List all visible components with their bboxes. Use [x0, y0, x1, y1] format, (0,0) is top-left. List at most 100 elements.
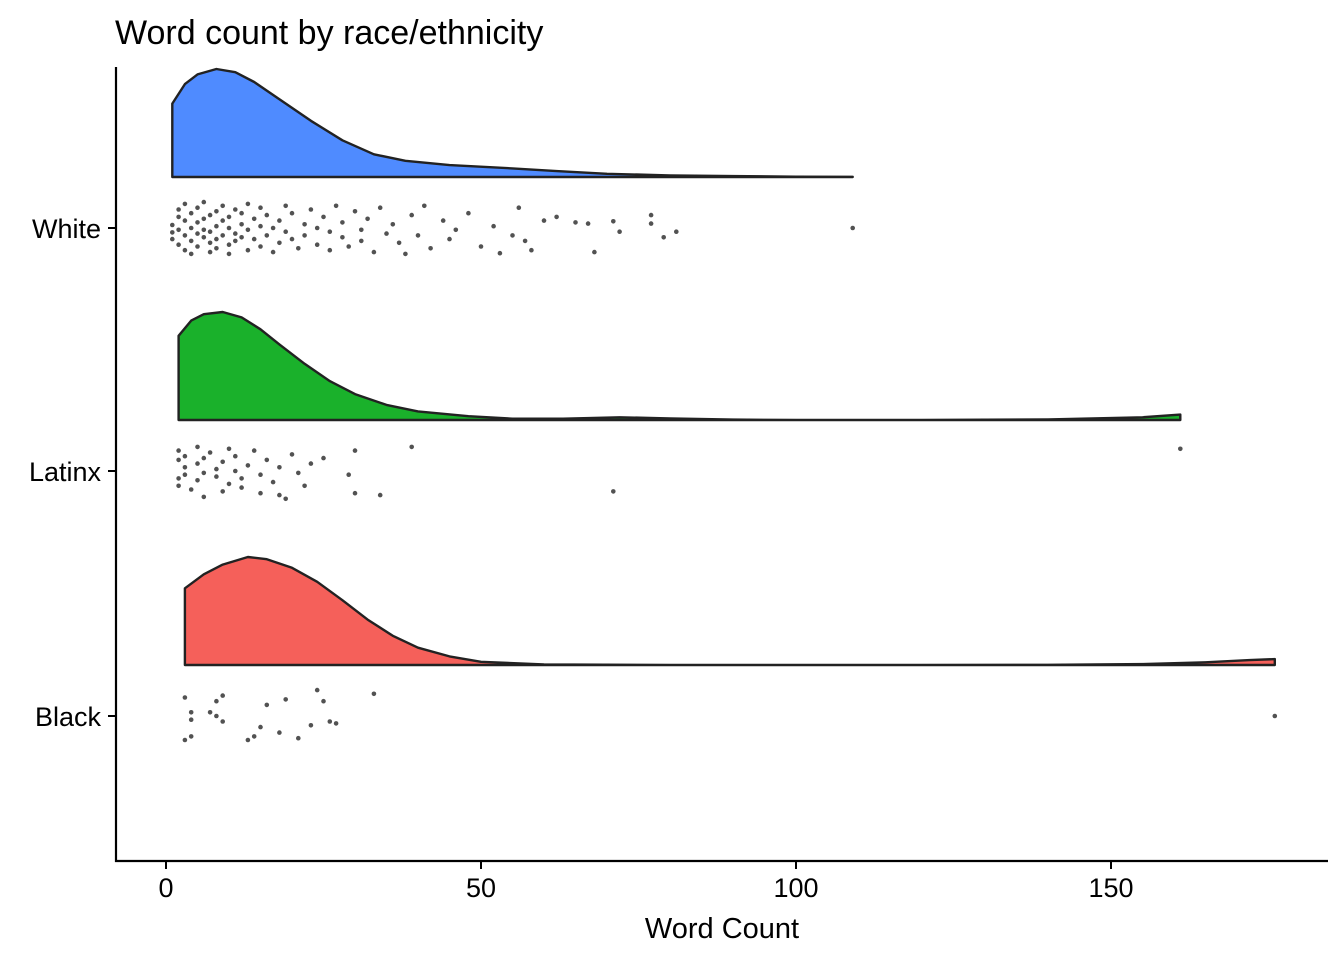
- density-black: [183, 555, 1276, 667]
- point-white-28: [214, 236, 219, 242]
- point-white-1: [170, 222, 175, 228]
- point-white-60: [289, 236, 295, 242]
- x-tick-label-0: 0: [158, 873, 173, 903]
- point-white-2: [170, 236, 175, 242]
- point-latinx-28: [258, 472, 263, 478]
- point-white-72: [340, 235, 345, 240]
- chart-title: Word count by race/ethnicity: [115, 14, 543, 52]
- point-white-40: [233, 238, 238, 244]
- point-latinx-5: [182, 465, 188, 470]
- point-latinx-44: [611, 489, 616, 494]
- point-white-77: [359, 238, 364, 244]
- point-white-58: [283, 203, 289, 209]
- point-white-5: [176, 207, 181, 212]
- point-white-57: [277, 240, 282, 246]
- point-black-8: [220, 693, 225, 698]
- point-white-21: [201, 227, 207, 233]
- point-white-94: [491, 223, 496, 229]
- point-white-9: [182, 247, 188, 253]
- density-white: [171, 67, 854, 179]
- y-axis-ticks: White Latinx Black: [29, 214, 116, 732]
- point-latinx-9: [195, 461, 200, 466]
- x-axis-ticks: 0 50 100 150: [158, 861, 1134, 903]
- point-white-63: [302, 222, 307, 227]
- point-white-99: [529, 247, 534, 253]
- point-latinx-12: [201, 455, 207, 461]
- point-latinx-2: [176, 457, 181, 463]
- point-white-71: [333, 203, 339, 209]
- point-latinx-24: [239, 476, 244, 481]
- point-latinx-17: [220, 489, 225, 494]
- point-black-12: [258, 724, 263, 730]
- point-white-3: [176, 214, 181, 220]
- point-white-19: [201, 235, 207, 240]
- point-white-103: [585, 221, 591, 226]
- point-white-75: [352, 209, 358, 214]
- point-latinx-26: [251, 448, 257, 453]
- point-white-83: [396, 240, 402, 246]
- point-white-66: [314, 242, 320, 247]
- point-latinx-14: [207, 450, 213, 455]
- point-white-4: [176, 227, 181, 233]
- point-white-29: [214, 209, 219, 214]
- point-white-14: [188, 251, 194, 257]
- point-white-55: [270, 225, 276, 231]
- point-white-86: [415, 233, 421, 238]
- point-white-110: [674, 229, 679, 234]
- point-white-20: [201, 216, 207, 222]
- point-latinx-29: [264, 457, 270, 463]
- point-white-8: [182, 218, 188, 223]
- point-white-89: [440, 218, 446, 223]
- point-white-108: [648, 221, 654, 226]
- point-white-61: [289, 210, 295, 216]
- point-white-51: [258, 205, 263, 210]
- point-white-26: [207, 249, 213, 255]
- point-white-10: [182, 201, 188, 207]
- point-white-100: [541, 218, 547, 223]
- point-black-1: [182, 737, 188, 743]
- point-white-48: [251, 216, 257, 222]
- point-latinx-3: [176, 448, 181, 453]
- y-tick-label-black: Black: [35, 702, 102, 732]
- point-white-84: [403, 251, 408, 257]
- point-latinx-34: [289, 452, 295, 457]
- point-white-27: [214, 223, 219, 229]
- point-white-50: [258, 223, 263, 229]
- point-white-82: [390, 222, 396, 227]
- point-white-98: [522, 238, 528, 244]
- point-latinx-32: [277, 465, 282, 470]
- point-latinx-23: [239, 485, 244, 490]
- point-white-15: [195, 231, 200, 236]
- point-black-7: [214, 698, 219, 704]
- point-white-45: [245, 227, 251, 233]
- point-black-13: [264, 702, 270, 708]
- point-black-9: [220, 719, 225, 724]
- point-latinx-37: [308, 461, 314, 466]
- point-white-85: [409, 212, 415, 218]
- point-black-0: [182, 695, 188, 700]
- point-latinx-33: [283, 496, 289, 502]
- point-white-53: [264, 212, 270, 218]
- point-latinx-19: [226, 446, 232, 452]
- point-white-34: [226, 225, 232, 231]
- point-black-10: [245, 737, 251, 743]
- point-black-22: [371, 691, 377, 697]
- point-white-39: [233, 207, 238, 212]
- point-black-3: [188, 734, 194, 739]
- x-tick-label-100: 100: [773, 873, 818, 903]
- point-latinx-45: [1178, 446, 1183, 452]
- point-white-44: [245, 247, 251, 253]
- point-latinx-18: [220, 459, 225, 465]
- point-white-59: [283, 229, 289, 234]
- point-latinx-25: [245, 463, 251, 468]
- point-white-18: [195, 244, 200, 249]
- y-tick-label-latinx: Latinx: [29, 457, 102, 487]
- point-white-31: [220, 233, 225, 238]
- point-latinx-15: [214, 474, 219, 479]
- point-white-17: [195, 205, 200, 210]
- point-white-49: [258, 244, 263, 249]
- point-white-68: [321, 214, 326, 220]
- point-white-24: [207, 212, 213, 218]
- point-white-47: [251, 236, 257, 242]
